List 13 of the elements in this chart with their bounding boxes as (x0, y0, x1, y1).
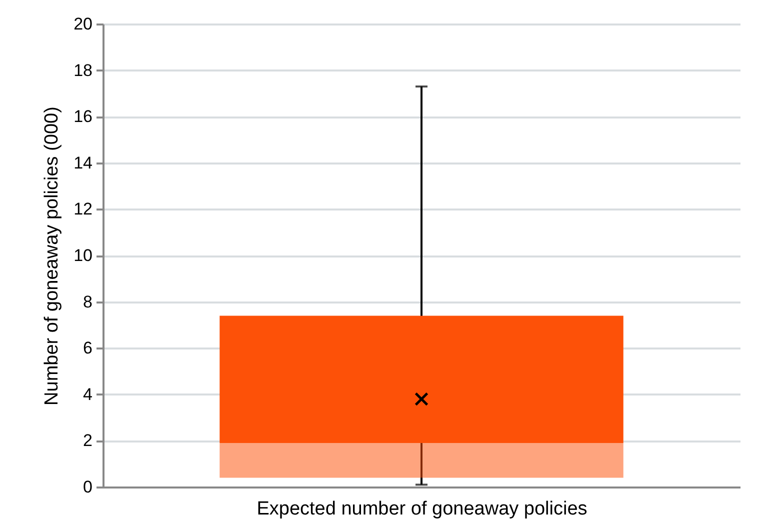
y-tick-label: 20 (74, 14, 92, 34)
x-axis-title: Expected number of goneaway policies (256, 498, 588, 520)
y-tick-label: 12 (74, 200, 92, 219)
y-tick-label: 2 (83, 431, 92, 450)
y-tick-label: 6 (83, 338, 92, 358)
y-tick-label: 0 (83, 478, 92, 496)
y-tick-label: 14 (74, 153, 92, 172)
y-tick-label: 16 (74, 107, 92, 126)
y-tick-label: 18 (74, 60, 92, 80)
y-tick-label: 4 (83, 384, 92, 404)
y-axis-title: Number of goneaway policies (000) (42, 106, 63, 406)
y-tick-label: 8 (83, 292, 92, 312)
y-tick-label: 10 (74, 246, 92, 265)
